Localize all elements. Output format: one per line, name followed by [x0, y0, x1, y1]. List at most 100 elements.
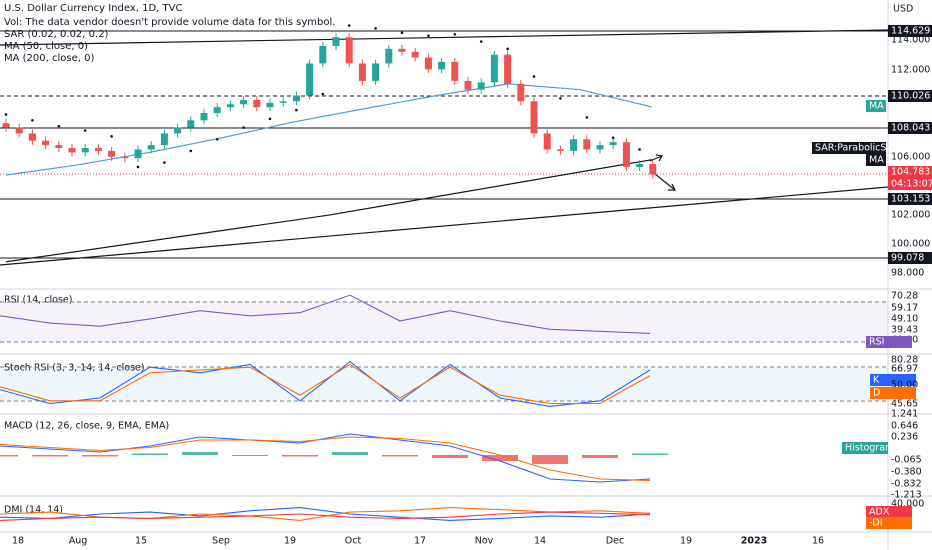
histogram-bar	[382, 455, 418, 457]
candle	[332, 37, 340, 46]
candle	[134, 149, 142, 159]
label-box	[842, 442, 888, 454]
candle	[28, 133, 36, 141]
price-axis-label: MA	[869, 101, 884, 112]
x-axis-label: 2023	[741, 536, 767, 547]
histogram-bar	[82, 455, 118, 457]
x-axis-label: Sep	[212, 536, 230, 547]
candle	[358, 63, 366, 81]
histogram-bar	[282, 455, 318, 457]
label-box	[888, 90, 932, 102]
price-axis-label: 104.783	[891, 167, 930, 178]
candle	[636, 164, 644, 167]
x-axis-label: Nov	[475, 536, 494, 547]
symbol-title: U.S. Dollar Currency Index, 1D, TVC	[4, 3, 182, 14]
price-axis-label: 110.026	[891, 91, 930, 102]
sar-dot	[347, 24, 351, 27]
x-axis-label: 16	[812, 536, 824, 547]
candle	[438, 61, 446, 70]
candle	[174, 127, 182, 134]
price-axis-label: 98.000	[891, 268, 924, 279]
candle	[55, 145, 63, 149]
candle	[2, 123, 10, 128]
indicator-line	[0, 433, 651, 483]
candle	[530, 101, 538, 134]
price-axis-label: 112.000	[891, 65, 930, 76]
candle	[253, 99, 261, 108]
label-box	[888, 178, 932, 190]
label-box	[888, 25, 932, 37]
pane-axis-label: RSI	[869, 337, 884, 348]
pane-axis-label: 70.28	[891, 291, 918, 302]
candle	[42, 140, 50, 146]
candle	[15, 127, 23, 134]
candle	[622, 142, 630, 167]
label-box	[866, 336, 912, 348]
indicator-line	[0, 294, 651, 334]
pane-axis-label: 39.43	[891, 325, 918, 336]
sar-dot	[506, 47, 509, 51]
label-box	[866, 100, 886, 112]
candle	[121, 156, 129, 159]
candle	[187, 120, 195, 128]
candle	[81, 148, 89, 153]
price-axis-label: 106.000	[891, 152, 930, 163]
pane-axis-label: 80.28	[891, 355, 918, 366]
x-axis-label: 19	[284, 536, 296, 547]
candle	[451, 61, 459, 81]
candle	[490, 54, 498, 83]
pane-axis-label: 66.97	[891, 364, 918, 375]
candle	[147, 145, 155, 150]
pane-axis-label: 45.65	[891, 399, 918, 410]
pane-axis-label: -0.832	[891, 479, 922, 490]
x-axis-label: Oct	[345, 536, 362, 547]
candle	[543, 133, 551, 150]
label-box	[870, 374, 916, 386]
label-box	[870, 387, 916, 399]
indicator-label: MA (50, close, 0)	[4, 41, 88, 52]
histogram-bar	[232, 455, 268, 456]
pane-title: Stoch RSI (3, 3, 14, 14, close)	[4, 363, 145, 374]
candle	[609, 142, 617, 146]
sar-dot	[532, 75, 536, 78]
histogram-bar	[482, 455, 518, 461]
sar-dot	[585, 116, 589, 119]
candle	[583, 139, 591, 150]
candle	[385, 48, 393, 64]
sar-dot	[321, 92, 325, 96]
pane-axis-label: ADX	[869, 507, 890, 518]
sar-dot	[559, 97, 562, 100]
indicator-line	[0, 363, 651, 405]
pane-title: MACD (12, 26, close, 9, EMA, EMA)	[4, 421, 169, 432]
candle	[398, 48, 406, 52]
moving-average	[5, 159, 653, 263]
price-axis-label: 108.043	[891, 123, 930, 134]
pane-axis-label: K	[873, 375, 880, 386]
sar-dot	[57, 124, 61, 128]
histogram-bar	[582, 455, 618, 458]
histogram-bar	[182, 452, 218, 455]
pane-axis-label: 59.17	[891, 303, 918, 314]
pane-axis-label: -DI	[869, 518, 883, 529]
histogram-bar	[432, 455, 468, 458]
label-box	[888, 166, 932, 178]
candle	[372, 63, 380, 81]
price-axis-label: 102.000	[891, 210, 930, 221]
volume-note: Vol: The data vendor doesn't provide vol…	[4, 17, 335, 28]
histogram-bar	[532, 455, 568, 464]
candle	[240, 99, 248, 105]
candle	[226, 104, 234, 108]
price-axis-label: 103.153	[891, 194, 930, 205]
x-axis-label: 19	[680, 536, 692, 547]
indicator-line	[0, 507, 651, 521]
price-axis-label: SAR:ParabolicSAR	[815, 143, 900, 154]
label-box	[888, 193, 932, 205]
pane-axis-label: D	[873, 388, 880, 399]
candle	[94, 148, 102, 151]
candle	[306, 63, 314, 96]
x-axis-label: Dec	[606, 536, 624, 547]
sar-dot	[268, 117, 272, 121]
label-box	[812, 142, 886, 154]
price-axis-label: 100.000	[891, 239, 930, 250]
